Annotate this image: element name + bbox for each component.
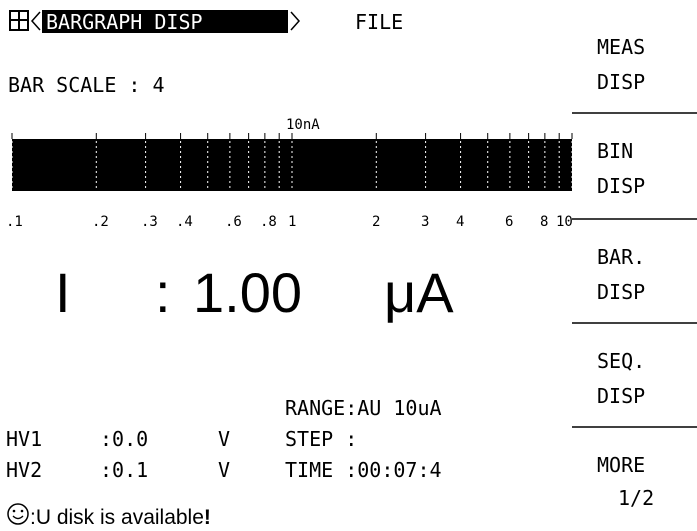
right-bracket [290,11,301,31]
scale-label: 4 [456,214,464,230]
title-highlight [42,10,288,33]
file-menu[interactable]: FILE [355,10,403,34]
reading-name: I [55,261,71,324]
smiley-mouth [12,515,24,520]
scale-unit: 10nA [286,117,320,133]
hv2-unit: V [218,458,230,482]
softkey-line2[interactable]: DISP [597,174,645,198]
hv1-label: HV1 [6,427,42,451]
reading-unit: μA [384,261,454,324]
softkeys: MEAS DISP BIN DISP BAR. DISP SEQ. DISP MORE 1/2 [572,35,697,510]
scale-label: 6 [505,214,513,230]
smiley-eye [20,509,24,513]
softkey-line1[interactable]: BIN [597,139,633,163]
scale-label: .2 [92,214,109,230]
scale-label: 1 [288,214,296,230]
scale-label: .6 [225,214,242,230]
range: RANGE:AU 10uA [285,396,442,420]
scale-labels: .1 .2 .3 .4 .6 .8 1 2 3 4 6 8 10 [6,214,573,230]
page-title[interactable]: BARGRAPH DISP [46,10,203,34]
reading-separator: : [155,261,171,324]
softkey-line2[interactable]: DISP [597,70,645,94]
hv2-label: HV2 [6,458,42,482]
scale-label: .4 [176,214,193,230]
reading-value: 1.00 [193,261,302,324]
hv1-unit: V [218,427,230,451]
smiley-eye [12,509,16,513]
softkey-line2[interactable]: DISP [597,384,645,408]
mode-icon [9,10,29,31]
hv2-value: :0.1 [100,458,148,482]
message-mark: ! [204,506,211,529]
time: TIME :00:07:4 [285,458,442,482]
status-message: :U disk is available! [30,506,211,529]
scale-label: .1 [6,214,23,230]
left-bracket [30,11,41,31]
softkey-line1[interactable]: SEQ. [597,349,645,373]
softkey-line1[interactable]: BAR. [597,245,645,269]
softkey-line1[interactable]: MEAS [597,35,645,59]
softkey-line2[interactable]: 1/2 [618,486,654,510]
message-text: :U disk is available [30,506,204,529]
softkey-line2[interactable]: DISP [597,280,645,304]
scale-label: .8 [260,214,277,230]
smiley-icon [7,503,29,525]
softkey-line1[interactable]: MORE [597,453,645,477]
bar-scale: BAR SCALE : 4 [8,73,165,97]
scale-label: 2 [372,214,380,230]
hv1-value: :0.0 [100,427,148,451]
scale-label: 8 [540,214,548,230]
scale-label: 3 [421,214,429,230]
scale-grid [11,133,573,190]
scale-label: .3 [141,214,158,230]
step: STEP : [285,427,357,451]
scale-label: 10 [556,214,573,230]
